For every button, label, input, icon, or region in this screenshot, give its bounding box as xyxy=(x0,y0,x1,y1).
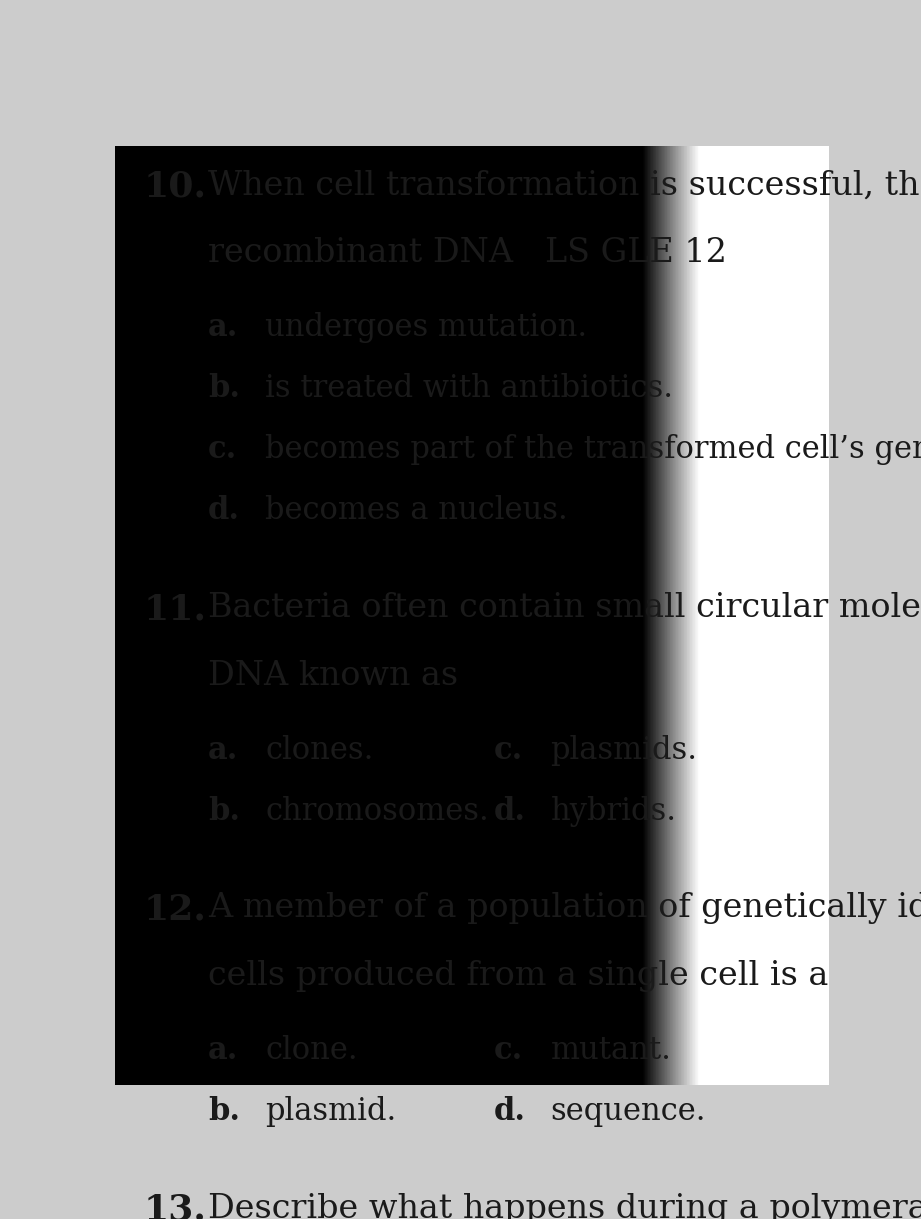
Text: is treated with antibiotics.: is treated with antibiotics. xyxy=(265,373,673,405)
Text: a.: a. xyxy=(208,1035,239,1067)
Text: c.: c. xyxy=(494,1035,523,1067)
Text: d.: d. xyxy=(494,1096,525,1128)
Text: Describe what happens during a polymerase: Describe what happens during a polymeras… xyxy=(208,1193,921,1219)
Text: c.: c. xyxy=(208,434,238,466)
Text: clones.: clones. xyxy=(265,735,373,766)
Text: d.: d. xyxy=(494,796,525,826)
Text: a.: a. xyxy=(208,312,239,344)
Text: becomes a nucleus.: becomes a nucleus. xyxy=(265,495,567,527)
Text: sequence.: sequence. xyxy=(551,1096,706,1128)
Text: clone.: clone. xyxy=(265,1035,357,1067)
Text: 11.: 11. xyxy=(144,592,206,627)
Text: b.: b. xyxy=(208,1096,239,1128)
Text: c.: c. xyxy=(494,735,523,766)
Text: b.: b. xyxy=(208,373,239,405)
Text: recombinant DNA   LS GLE 12: recombinant DNA LS GLE 12 xyxy=(208,238,727,269)
Text: d.: d. xyxy=(208,495,239,527)
Text: a.: a. xyxy=(208,735,239,766)
Text: cells produced from a single cell is a: cells produced from a single cell is a xyxy=(208,961,828,992)
Text: 12.: 12. xyxy=(144,892,206,926)
Text: undergoes mutation.: undergoes mutation. xyxy=(265,312,588,344)
Text: plasmid.: plasmid. xyxy=(265,1096,396,1128)
Text: DNA known as: DNA known as xyxy=(208,659,458,691)
Text: 13.: 13. xyxy=(144,1193,206,1219)
Text: b.: b. xyxy=(208,796,239,826)
Text: 10.: 10. xyxy=(144,169,206,204)
Text: Bacteria often contain small circular molecules of: Bacteria often contain small circular mo… xyxy=(208,592,921,624)
Text: When cell transformation is successful, the: When cell transformation is successful, … xyxy=(208,169,921,202)
Text: becomes part of the transformed cell’s genome.: becomes part of the transformed cell’s g… xyxy=(265,434,921,466)
Text: mutant.: mutant. xyxy=(551,1035,671,1067)
Text: hybrids.: hybrids. xyxy=(551,796,677,826)
Text: chromosomes.: chromosomes. xyxy=(265,796,489,826)
Text: A member of a population of genetically identical: A member of a population of genetically … xyxy=(208,892,921,924)
Text: plasmids.: plasmids. xyxy=(551,735,697,766)
